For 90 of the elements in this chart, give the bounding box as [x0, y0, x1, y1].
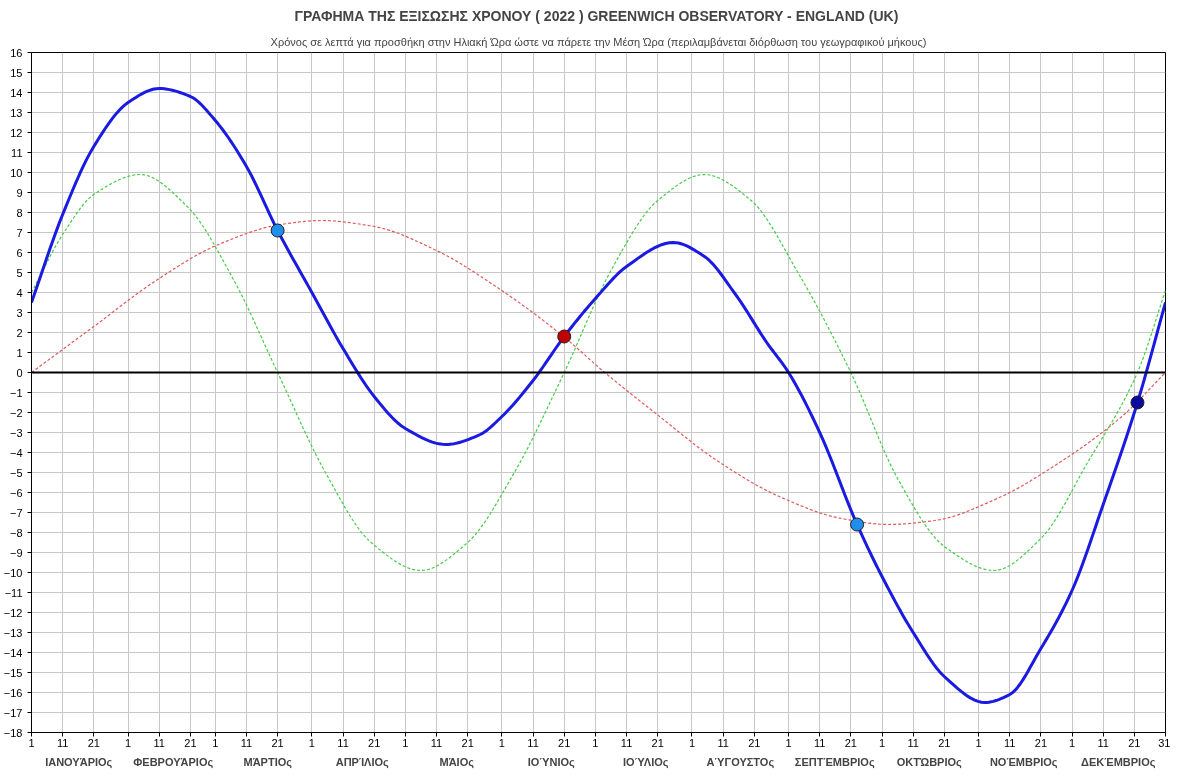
y-tick-label: −11 — [4, 586, 23, 599]
x-tick-label: 1 — [402, 736, 409, 749]
y-tick-label: −7 — [9, 506, 23, 519]
y-tick-label: −17 — [3, 706, 23, 719]
y-tick-label: 14 — [10, 86, 23, 99]
y-tick-label: 12 — [10, 126, 23, 139]
y-tick-label: 5 — [16, 266, 23, 279]
y-tick-label: 2 — [16, 326, 23, 339]
x-tick-label: 1 — [592, 736, 599, 749]
text: ΙΟΎΛΙΟς — [623, 755, 669, 769]
x-tick-label: 11 — [527, 736, 539, 749]
x-tick-label: 21 — [368, 736, 381, 749]
text: ΟΚΤΏΒΡΙΟς — [896, 755, 963, 769]
point — [557, 329, 572, 344]
point — [1130, 395, 1145, 410]
y-tick-label: 7 — [16, 226, 23, 239]
y-tick-label: −15 — [3, 666, 23, 679]
point — [270, 223, 285, 238]
x-tick-label: 11 — [717, 736, 729, 749]
y-tick-label: 0 — [16, 366, 23, 379]
y-tick-label: 4 — [16, 286, 23, 299]
y-tick-label: −18 — [3, 726, 23, 739]
text: ΔΕΚΈΜΒΡΙΟς — [1081, 755, 1156, 769]
y-tick-label: −14 — [3, 646, 23, 659]
y-tick-label: 3 — [16, 306, 23, 319]
x-tick-label: 11 — [620, 736, 633, 749]
y-tick-label: −4 — [9, 446, 23, 459]
y-tick-label: −6 — [9, 486, 23, 499]
x-tick-label: 21 — [461, 736, 474, 749]
x-tick-label: 1 — [785, 736, 792, 749]
x-tick-label: 11 — [430, 736, 443, 749]
point — [850, 517, 865, 532]
x-tick-label: 21 — [271, 736, 284, 749]
x-tick-label: 21 — [938, 736, 951, 749]
text: ΝΟΈΜΒΡΙΟς — [989, 755, 1058, 769]
y-tick-label: −13 — [3, 626, 23, 639]
x-tick-label: 1 — [1068, 736, 1076, 749]
y-tick-label: −16 — [3, 686, 23, 699]
x-tick-label: 21 — [184, 736, 197, 749]
text: ΣΕΠΤΈΜΒΡΙΟς — [794, 755, 875, 769]
y-tick-label: −2 — [9, 406, 23, 419]
y-tick-label: 1 — [16, 346, 23, 359]
x-tick-label: 21 — [558, 736, 571, 749]
text: ΦΕΒΡΟΥΆΡΙΟς — [133, 755, 214, 769]
y-tick-label: −1 — [9, 386, 23, 399]
x-tick-label: 21 — [1128, 736, 1141, 749]
x-tick-label: 11 — [1097, 736, 1109, 749]
x-tick-label: 11 — [813, 736, 826, 749]
x-tick-label: 11 — [337, 736, 349, 749]
text: ΜΆΙΟς — [439, 755, 475, 769]
y-tick-label: −10 — [3, 566, 23, 579]
chart-title: ΓΡΑΦΗΜΑ ΤΗΣ ΕΞΙΣΩΣΗΣ ΧΡΟΝΟΥ ( 2022 ) GREENWICH OBSERVATORY - ENGLAND (UK) — [294, 7, 899, 24]
y-tick-label: 15 — [10, 66, 23, 79]
y-tick-label: −12 — [3, 606, 23, 619]
x-tick-label: 31 — [1158, 736, 1171, 749]
x-tick-label: 11 — [153, 736, 165, 749]
y-tick-label: −9 — [9, 546, 23, 559]
y-tick-label: −5 — [9, 466, 23, 479]
text: ΑΠΡΊΛΙΟς — [335, 755, 390, 769]
text: ΙΑΝΟΥΆΡΙΟς — [45, 755, 113, 769]
text: ΙΟΎΝΙΟς — [527, 755, 576, 769]
y-tick-label: −8 — [9, 526, 23, 539]
x-tick-label: 21 — [844, 736, 857, 749]
y-tick-label: 10 — [10, 166, 23, 179]
x-tick-label: 11 — [907, 736, 919, 749]
x-tick-label: 1 — [308, 736, 315, 749]
x-tick-label: 1 — [125, 736, 132, 749]
x-tick-label: 1 — [498, 736, 505, 749]
y-tick-label: −3 — [9, 426, 23, 439]
x-tick-label: 11 — [56, 736, 69, 749]
y-tick-label: 8 — [16, 206, 23, 219]
x-tick-label: 21 — [87, 736, 100, 749]
y-tick-label: 9 — [16, 186, 23, 199]
text: ΑΎΓΟΥΣΤΟς — [706, 755, 775, 769]
y-tick-label: 13 — [10, 106, 23, 119]
x-tick-label: 11 — [1004, 736, 1016, 749]
x-tick-label: 1 — [975, 736, 982, 749]
x-tick-label: 21 — [748, 736, 761, 749]
y-tick-label: 16 — [10, 46, 23, 59]
x-tick-label: 1 — [688, 736, 696, 749]
x-tick-label: 1 — [28, 736, 35, 749]
x-tick-label: 21 — [1034, 736, 1048, 749]
text: ΜΆΡΤΙΟς — [243, 755, 293, 769]
y-tick-label: 11 — [11, 146, 23, 159]
x-tick-label: 1 — [878, 736, 886, 749]
x-tick-label: 1 — [212, 736, 219, 749]
x-tick-label: 21 — [651, 736, 664, 749]
y-tick-label: 6 — [16, 246, 23, 259]
chart-subtitle: Χρόνος σε λεπτά για προσθήκη στην Ηλιακή Ώρα ώστε να πάρετε την Μέση Ώρα (περιλαμβάνεται διόρθωση του γεωγραφικού μήκους) — [270, 35, 927, 48]
x-tick-label: 11 — [240, 736, 253, 749]
